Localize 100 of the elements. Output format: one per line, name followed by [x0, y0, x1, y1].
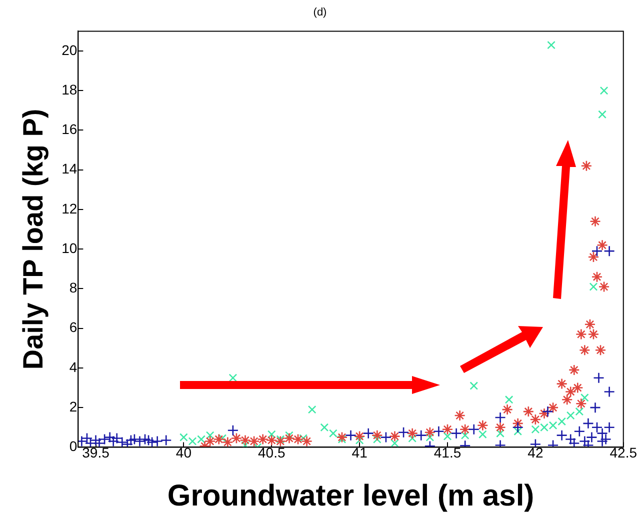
point: [284, 432, 295, 444]
y-tick-label: 20: [62, 42, 78, 58]
point: [575, 407, 584, 416]
point: [222, 436, 234, 448]
point: [390, 439, 399, 448]
point: [604, 422, 615, 434]
point: [590, 402, 601, 414]
point: [496, 429, 504, 438]
point: [579, 436, 590, 447]
point: [415, 430, 427, 441]
point: [556, 430, 568, 441]
y-tick-label: 0: [69, 438, 78, 454]
point: [591, 245, 603, 257]
point: [522, 406, 534, 418]
point: [512, 422, 524, 434]
point: [459, 424, 471, 436]
x-tick-label: 39.5: [82, 444, 110, 460]
point: [301, 436, 312, 447]
point: [142, 434, 154, 446]
point: [596, 436, 608, 447]
y-tick-label: 6: [69, 319, 78, 336]
point: [406, 428, 418, 439]
point: [180, 433, 188, 442]
point: [213, 434, 225, 445]
point: [604, 245, 615, 257]
x-tick-label: 41.5: [434, 444, 462, 460]
point: [380, 432, 392, 443]
x-tick-label: 40.5: [258, 444, 286, 460]
point: [248, 436, 260, 447]
point: [590, 216, 601, 228]
point: [389, 430, 400, 442]
point: [104, 432, 116, 443]
point: [566, 411, 575, 420]
point: [596, 239, 608, 251]
point: [568, 364, 580, 376]
point: [338, 435, 346, 444]
point: [548, 421, 558, 430]
point: [274, 436, 286, 447]
point: [477, 420, 488, 432]
point: [531, 425, 540, 434]
y-tick-label: 10: [62, 240, 78, 256]
point: [308, 405, 316, 414]
point: [600, 86, 608, 95]
point: [398, 426, 410, 438]
point: [589, 282, 598, 291]
point: [443, 432, 452, 440]
point: [564, 386, 576, 398]
point: [588, 251, 600, 263]
point: [460, 431, 470, 440]
point: [372, 430, 383, 441]
point: [197, 435, 206, 444]
point: [354, 430, 366, 442]
point: [598, 110, 606, 119]
point: [266, 434, 278, 446]
y-tick-label: 4: [69, 358, 78, 375]
point: [542, 406, 554, 418]
point: [561, 394, 573, 406]
point: [594, 344, 606, 356]
point: [586, 432, 598, 443]
point: [540, 423, 548, 432]
point: [576, 328, 587, 340]
point: [98, 434, 110, 445]
point: [588, 328, 600, 340]
point: [564, 434, 576, 445]
point: [188, 437, 197, 446]
point: [345, 430, 356, 441]
point: [372, 435, 382, 444]
point: [514, 427, 522, 436]
point: [547, 40, 556, 50]
point: [426, 433, 434, 442]
point: [470, 382, 478, 390]
point: [468, 424, 480, 436]
y-axis-title: Daily TP load (kg P): [18, 108, 49, 370]
point: [580, 160, 592, 172]
point: [329, 429, 338, 438]
point: [320, 423, 329, 432]
point: [292, 434, 304, 445]
point: [582, 418, 594, 430]
point: [206, 431, 214, 440]
point: [593, 372, 604, 384]
y-tick-label: 16: [62, 121, 78, 138]
point: [125, 434, 137, 446]
point: [454, 410, 466, 422]
point: [530, 414, 542, 426]
point: [568, 438, 580, 448]
point: [230, 432, 242, 444]
point: [433, 426, 444, 438]
point: [584, 318, 596, 330]
point: [408, 434, 417, 442]
point: [604, 386, 615, 398]
point: [204, 436, 216, 447]
x-tick-label: 42.5: [610, 444, 638, 460]
y-tick-label: 18: [62, 81, 78, 98]
point: [591, 271, 603, 282]
point: [336, 432, 348, 443]
y-tick-label: 14: [62, 160, 78, 177]
point: [579, 344, 590, 356]
y-tick-label: 8: [69, 280, 78, 296]
point: [572, 382, 584, 394]
point: [81, 432, 93, 444]
